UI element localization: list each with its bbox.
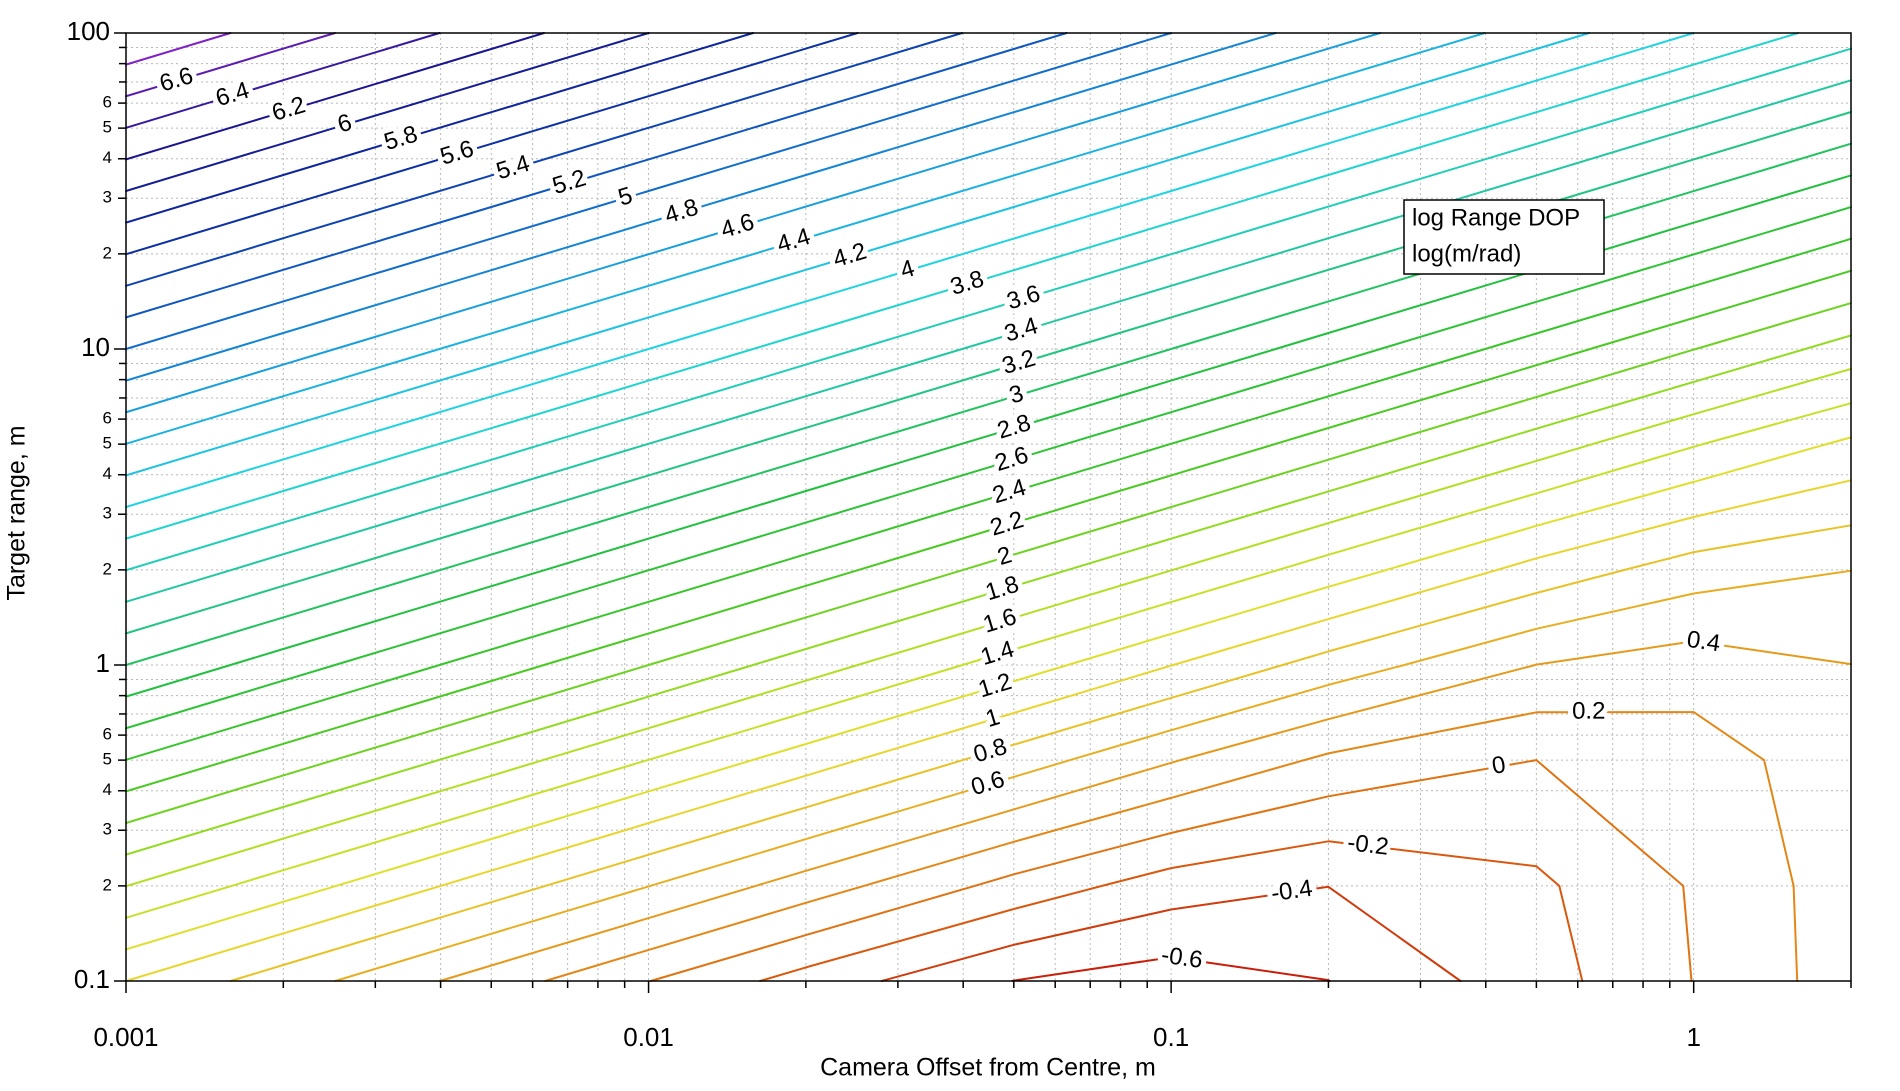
contour-line [649, 759, 1693, 982]
x-axis-title: Camera Offset from Centre, m [820, 1054, 1156, 1082]
contour-label: -0.2 [1346, 829, 1390, 861]
plot-frame [125, 32, 1852, 982]
y-tick-label: 100 [67, 16, 110, 46]
y-minor-tick-label: 4 [103, 464, 112, 483]
contour-line [125, 269, 1852, 793]
y-minor-tick-label: 3 [103, 188, 112, 207]
contour-line [125, 402, 1852, 919]
contour-line [125, 436, 1852, 951]
contour-line [125, 32, 755, 224]
y-tick-label: 10 [81, 332, 110, 362]
x-tick-label: 0.1 [1153, 1022, 1189, 1052]
annotation-text: log(m/rad) [1412, 240, 1521, 267]
y-minor-tick-label: 2 [103, 875, 112, 894]
y-minor-tick-label: 5 [103, 118, 112, 137]
contour-line [125, 206, 1852, 730]
contour-line [125, 32, 1591, 477]
contour-line [544, 711, 1799, 982]
y-minor-tick-label: 6 [103, 93, 112, 112]
y-minor-tick-label: 3 [103, 820, 112, 839]
contour-line [125, 32, 1382, 414]
contour-line [125, 32, 545, 161]
contour-line [125, 334, 1852, 856]
contour-line [125, 479, 1852, 982]
contour-line [125, 237, 1852, 761]
x-tick-label: 0.001 [93, 1022, 158, 1052]
y-axis-title: Target range, m [3, 425, 31, 600]
y-minor-tick-label: 4 [103, 148, 112, 167]
contour-line [229, 524, 1852, 982]
contour-line [125, 32, 1486, 445]
contour-line [125, 32, 964, 287]
contour-line [125, 302, 1852, 824]
y-minor-tick-label: 4 [103, 780, 112, 799]
contour-line [125, 174, 1852, 698]
y-minor-tick-label: 5 [103, 750, 112, 769]
annotation-box [1403, 199, 1605, 275]
contour-line [125, 32, 441, 129]
x-tick-label: 1 [1686, 1022, 1700, 1052]
contour-line [125, 32, 336, 98]
y-tick-label: 1 [96, 648, 110, 678]
contour-line [125, 32, 232, 66]
y-minor-tick-label: 5 [103, 434, 112, 453]
contour-line [125, 32, 1800, 540]
contour-line [125, 32, 1277, 382]
contour-line [759, 840, 1584, 982]
contour-line [125, 32, 1695, 508]
contour-line [438, 640, 1852, 982]
y-minor-tick-label: 3 [103, 504, 112, 523]
contour-line [334, 569, 1852, 982]
contour-line [880, 885, 1462, 982]
contour-label: 0.2 [1572, 698, 1605, 725]
x-tick-label: 0.01 [623, 1022, 674, 1052]
contour-line [125, 32, 1068, 319]
contour-label: 0.4 [1685, 626, 1722, 657]
y-minor-tick-label: 2 [103, 243, 112, 262]
y-minor-tick-label: 6 [103, 725, 112, 744]
y-minor-tick-label: 6 [103, 409, 112, 428]
annotation-text: log Range DOP [1412, 204, 1580, 231]
y-tick-label: 0.1 [74, 964, 110, 994]
y-minor-tick-label: 2 [103, 559, 112, 578]
contour-line [125, 32, 650, 192]
